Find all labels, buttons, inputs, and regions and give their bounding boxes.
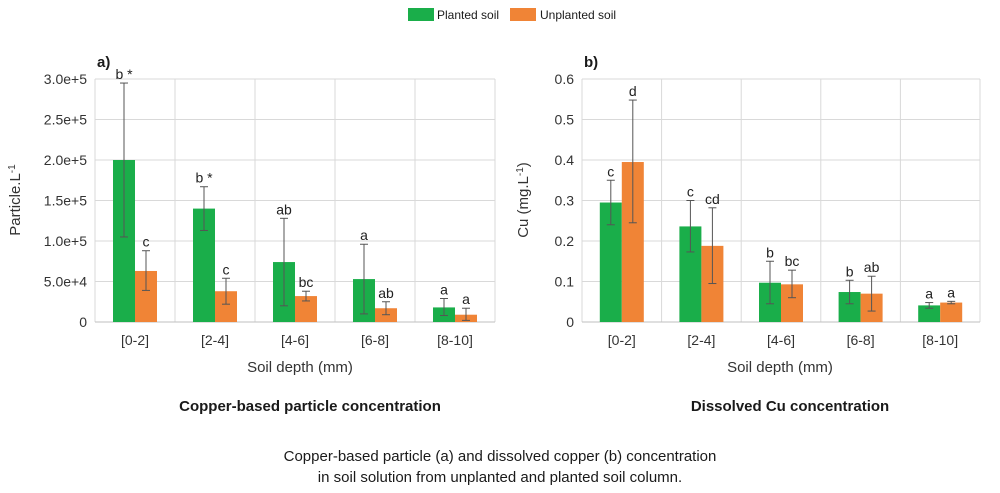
x-tick-label: [6-8] (361, 332, 389, 348)
chart-title: Copper-based particle concentration (179, 398, 441, 415)
significance-label: a (440, 282, 448, 298)
significance-label: b * (115, 66, 133, 82)
significance-label: a (925, 286, 933, 302)
x-tick-label: [0-2] (608, 332, 636, 348)
y-tick-label: 0.2 (555, 233, 575, 249)
y-tick-label: 3.0e+5 (44, 71, 87, 87)
figure: Planted soil Unplanted soil 0 5.0e+4 1.0e+… (7, 8, 981, 415)
significance-label: a (947, 284, 955, 300)
bar-unplanted (781, 284, 803, 322)
significance-label: c (223, 261, 230, 277)
bar-planted (918, 305, 941, 322)
significance-label: c (687, 184, 694, 200)
panel-label: b) (584, 54, 598, 71)
x-tick-label: [4-6] (281, 332, 309, 348)
y-tick-label: 2.0e+5 (44, 152, 87, 168)
y-tick-label: 0.6 (555, 71, 575, 87)
significance-label: a (360, 227, 368, 243)
y-tick-label: 0 (79, 314, 87, 330)
x-tick-label: [2-4] (687, 332, 715, 348)
y-axis-label: Particle.L-1 (7, 164, 25, 236)
significance-label: d (629, 83, 637, 99)
chart-panel-b: 00.10.20.30.40.50.6cd[0-2]c cd[2-4]bbc[4-… (515, 54, 981, 415)
significance-label: cd (705, 191, 720, 207)
y-tick-label: 0 (566, 314, 574, 330)
chart-title: Dissolved Cu concentration (691, 398, 889, 415)
bar-unplanted (940, 302, 963, 322)
x-tick-label: [8-10] (437, 332, 473, 348)
y-tick-label: 0.1 (555, 274, 575, 290)
significance-label: b * (195, 170, 213, 186)
x-tick-label: [8-10] (922, 332, 958, 348)
significance-label: ab (378, 285, 394, 301)
caption-line-1: Copper-based particle (a) and dissolved … (283, 448, 717, 465)
bar-planted (113, 160, 135, 322)
x-axis-label: Soil depth (mm) (727, 359, 833, 376)
y-tick-label: 0.5 (555, 112, 575, 128)
bar-planted (679, 226, 702, 322)
bar-unplanted (621, 162, 644, 322)
x-tick-label: [2-4] (201, 332, 229, 348)
bar-planted (838, 292, 861, 322)
significance-label: b (766, 244, 774, 260)
significance-label: c (143, 234, 150, 250)
panel-label: a) (97, 54, 110, 71)
significance-label: b (846, 263, 854, 279)
y-axis-label: Cu (mg.L-1) (515, 162, 533, 238)
legend: Planted soil Unplanted soil (408, 8, 616, 22)
significance-label: bc (299, 274, 314, 290)
chart-panel-a: 0 5.0e+4 1.0e+5 1.5e+5 2.0e+5 2.5e+5 3.0e+5 b *… (7, 54, 496, 415)
bar-unplanted (295, 296, 317, 322)
legend-swatch-unplanted (510, 8, 536, 21)
x-tick-label: [4-6] (767, 332, 795, 348)
significance-label: ab (276, 201, 292, 217)
figure-caption: Copper-based particle (a) and dissolved … (0, 446, 1000, 488)
significance-label: bc (785, 253, 800, 269)
significance-label: c (607, 163, 614, 179)
y-tick-label: 0.4 (555, 152, 575, 168)
y-tick-label: 1.0e+5 (44, 233, 87, 249)
x-tick-label: [0-2] (121, 332, 149, 348)
y-tick-label: 2.5e+5 (44, 112, 87, 128)
y-tick-label: 1.5e+5 (44, 193, 87, 209)
significance-label: a (462, 291, 470, 307)
legend-swatch-planted (408, 8, 434, 21)
y-tick-label: 0.3 (555, 193, 575, 209)
bar-planted (193, 208, 215, 322)
significance-label: ab (864, 259, 880, 275)
caption-line-2: in soil solution from unplanted and plan… (317, 469, 683, 486)
legend-label-planted: Planted soil (437, 8, 499, 22)
legend-label-unplanted: Unplanted soil (540, 8, 616, 22)
bar-planted (599, 202, 622, 322)
bar-unplanted (215, 291, 237, 322)
x-tick-label: [6-8] (847, 332, 875, 348)
bar-unplanted (135, 270, 157, 322)
y-tick-label: 5.0e+4 (44, 274, 87, 290)
x-axis-label: Soil depth (mm) (247, 359, 353, 376)
